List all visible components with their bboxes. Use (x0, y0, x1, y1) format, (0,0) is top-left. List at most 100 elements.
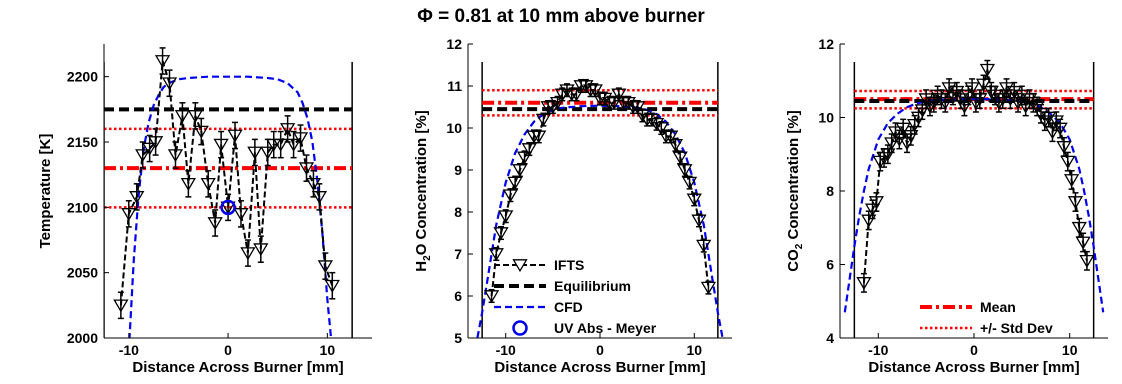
ifts-point (121, 208, 137, 221)
cfd-line (476, 104, 724, 338)
x-axis-label: Distance Across Burner [mm] (132, 359, 343, 376)
ifts-point (502, 189, 519, 203)
y-tick-label: 10 (446, 120, 462, 136)
figure-title: Φ = 0.81 at 10 mm above burner (417, 6, 705, 27)
ifts-point (696, 239, 712, 253)
x-tick-label: -10 (496, 342, 516, 358)
ifts-point (154, 55, 171, 69)
ifts-point (292, 132, 309, 146)
ifts-point (975, 78, 992, 92)
ifts-point (1071, 221, 1087, 235)
y-tick-label: 12 (446, 36, 462, 52)
ifts-point (167, 149, 184, 163)
ifts-point (644, 113, 660, 127)
legend-label: IFTS (554, 257, 584, 273)
legend-item-cfd: CFD (494, 299, 583, 315)
ifts-point (884, 137, 900, 151)
ifts-point (207, 217, 223, 231)
ifts-point (240, 247, 256, 261)
panel-2: -10 0 10 5 6 7 8 9 10 11 12 Distance Across Burner … (413, 36, 732, 376)
legend-item-std: +/- Std Dev (920, 320, 1053, 336)
ifts-point (1056, 141, 1072, 155)
ifts-point (260, 146, 276, 160)
ifts-point (488, 248, 504, 262)
ifts-point (891, 133, 907, 147)
ifts-point (279, 123, 296, 137)
y-tick-label: 2050 (67, 265, 98, 281)
ifts-point (861, 214, 877, 228)
legend-label: +/- Std Dev (980, 320, 1053, 336)
ifts-point (483, 290, 500, 304)
ifts-point (1052, 122, 1068, 136)
plot-area-3 (843, 59, 1105, 338)
ifts-point (507, 176, 523, 190)
ifts-point (113, 299, 129, 313)
ifts-point (253, 243, 269, 257)
ifts-line (119, 60, 334, 306)
ifts-point (937, 96, 953, 110)
ifts-point (247, 146, 263, 160)
ifts-point (995, 93, 1011, 107)
legend-label: Mean (980, 299, 1016, 315)
ifts-point (521, 143, 537, 157)
ifts-point (568, 88, 585, 102)
x-tick-label: 10 (1062, 342, 1078, 358)
ifts-point (174, 110, 191, 123)
ifts-point (187, 110, 203, 123)
ifts-point (1079, 254, 1095, 268)
x-tick-label: 0 (224, 342, 232, 358)
ifts-point (667, 138, 684, 152)
y-tick-label: 4 (826, 330, 834, 346)
ifts-point (535, 113, 552, 127)
ifts-point (903, 130, 919, 144)
ifts-point (512, 164, 528, 178)
legend-item-mean: Mean (920, 299, 1016, 315)
ifts-point (606, 96, 622, 110)
ifts-point (880, 148, 896, 162)
ifts-point (180, 177, 197, 191)
legend-label: UV Abs - Meyer (554, 320, 657, 336)
x-tick-label: -10 (868, 342, 888, 358)
y-axis-label: H2O Concentration [%] (413, 110, 433, 271)
ifts-point (549, 96, 566, 110)
x-tick-label: -10 (119, 342, 139, 358)
ifts-point (213, 138, 229, 152)
legend-uv-swatch (512, 320, 528, 336)
ifts-point (1044, 126, 1061, 140)
legend: Mean +/- Std Dev (920, 299, 1053, 336)
ifts-point (516, 151, 533, 165)
ifts-point (193, 125, 209, 139)
ifts-point (220, 201, 236, 215)
legend-label: CFD (554, 299, 583, 315)
y-tick-label: 5 (454, 330, 462, 346)
ifts-point (1063, 174, 1080, 188)
ifts-point (311, 191, 328, 205)
ifts-point (998, 82, 1015, 96)
ifts-point (653, 122, 669, 136)
y-axis-label: CO2 Concentration [%] (785, 110, 805, 271)
ifts-point (531, 130, 547, 144)
y-axis-label: Temperature [K] (37, 134, 54, 249)
x-tick-label: 10 (320, 342, 336, 358)
ifts-point (979, 63, 996, 77)
x-tick-label: 0 (596, 342, 604, 358)
ifts-point (1041, 111, 1057, 125)
ifts-point (200, 177, 216, 191)
x-axis-label: Distance Across Burner [mm] (868, 359, 1079, 376)
legend-item-uv: UV Abs - Meyer (512, 320, 657, 336)
ifts-point (630, 101, 646, 115)
ifts-point (972, 93, 988, 107)
ifts-point (686, 193, 702, 207)
ifts-point (587, 84, 603, 98)
ifts-point (1014, 89, 1030, 103)
legend-label: Equilibrium (554, 278, 631, 294)
ifts-point (161, 77, 178, 91)
y-tick-label: 9 (454, 162, 462, 178)
y-tick-label: 2200 (67, 69, 98, 85)
y-tick-label: 8 (826, 183, 834, 199)
y-tick-label: 6 (826, 257, 834, 273)
ifts-point (672, 151, 688, 165)
panel-3: -10 0 10 4 6 8 10 12 Distance Across Burner [mm]… (785, 36, 1108, 376)
uv-abs-point (220, 199, 236, 216)
